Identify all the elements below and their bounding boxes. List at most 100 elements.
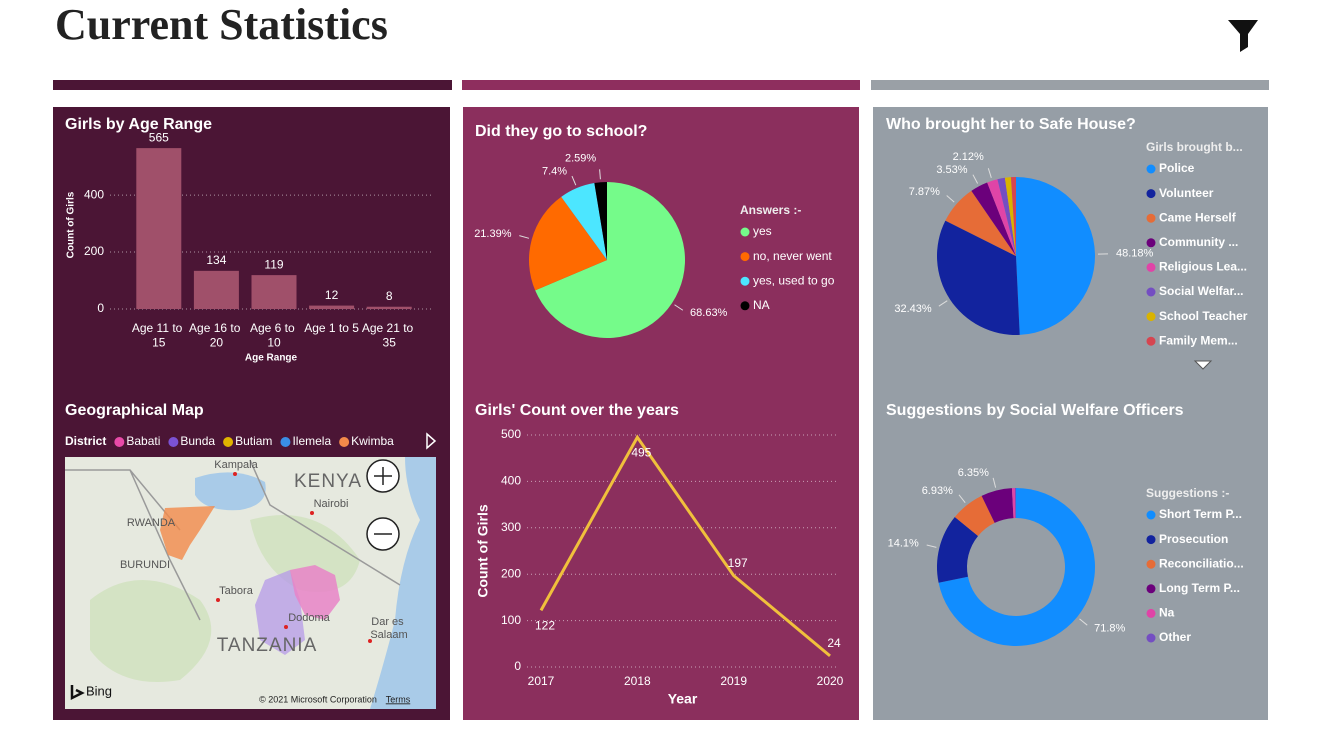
legend-label: Babati: [126, 434, 160, 448]
y-tick-label: 0: [514, 659, 521, 673]
value-label: 565: [149, 130, 169, 144]
legend-label: Ilemela: [292, 434, 331, 448]
legend-label: Police: [1159, 161, 1195, 175]
value-label: 32.43%: [894, 303, 932, 315]
value-label: 21.39%: [474, 228, 512, 240]
legend-marker: [1147, 263, 1156, 272]
chart-title: Suggestions by Social Welfare Officers: [886, 402, 1184, 419]
legend-label: Long Term P...: [1159, 581, 1240, 595]
legend-marker: [1147, 189, 1156, 198]
value-label: 71.8%: [1094, 622, 1125, 634]
place-label: BURUNDI: [120, 559, 170, 571]
legend-label: Reconciliatio...: [1159, 556, 1244, 570]
map-lake: [195, 472, 266, 510]
legend-label: Short Term P...: [1159, 507, 1242, 521]
legend-label: no, never went: [753, 249, 832, 263]
value-label: 6.93%: [922, 485, 953, 497]
text-line: 35: [383, 336, 397, 350]
bar: [309, 306, 354, 309]
value-label: 6.35%: [958, 467, 989, 479]
legend-label: Prosecution: [1159, 532, 1228, 546]
text-line: Age 16 to: [189, 321, 244, 335]
page-title: Current Statistics: [55, 0, 388, 49]
value-label: 119: [264, 257, 283, 271]
y-tick-label: 500: [501, 427, 521, 441]
value-label: 68.63%: [690, 307, 728, 319]
text-line: 20: [210, 336, 224, 350]
place-label: Kampala: [214, 459, 258, 471]
legend-title: District: [65, 434, 106, 448]
legend-marker: [280, 437, 290, 447]
map-city: [233, 472, 237, 476]
y-tick-label: 300: [501, 520, 521, 534]
x-tick-label: Age 1 to 5: [304, 321, 359, 335]
chart-title: Who brought her to Safe House?: [886, 116, 1136, 133]
map[interactable]: [65, 457, 436, 709]
y-tick-label: 400: [501, 474, 521, 488]
zoom-in[interactable]: [367, 460, 399, 492]
x-tick-label: 2019: [720, 674, 747, 688]
x-axis-label: Year: [668, 691, 698, 707]
map-city: [284, 625, 288, 629]
value-label: 122: [535, 619, 555, 633]
place-label: TANZANIA: [217, 635, 318, 656]
legend-label: Bunda: [180, 434, 215, 448]
map-city: [310, 511, 314, 515]
text-line: Age 6 to: [250, 321, 298, 335]
value-label: 3.53%: [936, 164, 967, 176]
bar: [194, 271, 239, 309]
y-tick-label: 100: [501, 613, 521, 627]
legend-label: Kwimba: [351, 434, 394, 448]
text-line: 15: [152, 336, 166, 350]
value-label: 12: [325, 288, 339, 302]
value-label: 2.59%: [565, 152, 596, 164]
map-provider: Bing: [86, 683, 112, 698]
x-tick-label: 2018: [624, 674, 651, 688]
legend-marker: [1147, 584, 1156, 593]
map-terms[interactable]: Terms: [386, 694, 411, 704]
legend-marker: [339, 437, 349, 447]
legend-label: yes, used to go: [753, 273, 835, 287]
filter-icon[interactable]: [1228, 20, 1258, 52]
chart-title: Geographical Map: [65, 402, 204, 419]
text-line: Salaam: [370, 629, 407, 641]
place-label: Dodoma: [288, 612, 330, 624]
legend-title: Girls brought b...: [1146, 140, 1243, 154]
chart-title: Girls' Count over the years: [475, 402, 679, 419]
y-tick-label: 0: [97, 301, 104, 315]
y-axis-label: Count of Girls: [475, 504, 491, 598]
map-city: [216, 598, 220, 602]
y-tick-label: 400: [84, 187, 104, 201]
chart-title: Did they go to school?: [475, 123, 647, 140]
legend-marker: [1147, 634, 1156, 643]
legend-label: School Teacher: [1159, 309, 1248, 323]
zoom-out[interactable]: [367, 518, 399, 550]
legend-label: Social Welfar...: [1159, 284, 1243, 298]
header-bar: [871, 80, 1269, 90]
text-line: Dar es: [371, 616, 406, 628]
legend-label: Butiam: [235, 434, 272, 448]
legend-label: Other: [1159, 630, 1191, 644]
legend-title: Answers :-: [740, 203, 801, 217]
legend-marker: [1147, 214, 1156, 223]
legend-marker: [1147, 238, 1156, 247]
bar: [252, 275, 297, 309]
legend-marker: [1147, 535, 1156, 544]
map-attribution: © 2021 Microsoft Corporation: [259, 694, 377, 704]
place-label: Dar es Salaam: [370, 616, 407, 641]
header-bar: [462, 80, 860, 90]
y-axis-label: Count of Girls: [66, 191, 77, 258]
bar: [136, 148, 181, 309]
value-label: 134: [206, 253, 226, 267]
legend-label: Family Mem...: [1159, 333, 1238, 347]
legend-marker: [1147, 312, 1156, 321]
text-line: 10: [267, 336, 281, 350]
value-label: 7.4%: [542, 165, 567, 177]
legend-label: Volunteer: [1159, 186, 1214, 200]
x-tick-label: 2020: [817, 674, 844, 688]
value-label: 14.1%: [888, 538, 919, 550]
legend-label: Na: [1159, 606, 1175, 620]
legend-marker: [741, 301, 750, 310]
legend-label: yes: [753, 224, 772, 238]
place-label: RWANDA: [127, 517, 176, 529]
